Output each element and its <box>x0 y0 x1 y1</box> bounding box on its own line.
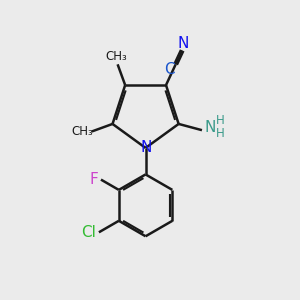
Text: CH₃: CH₃ <box>71 125 93 138</box>
Text: CH₃: CH₃ <box>105 50 127 63</box>
Text: H: H <box>216 127 225 140</box>
Text: C: C <box>164 62 175 77</box>
Text: H: H <box>216 114 225 127</box>
Text: N: N <box>140 140 152 155</box>
Text: N: N <box>177 36 189 51</box>
Text: F: F <box>89 172 98 187</box>
Text: N: N <box>205 120 216 135</box>
Text: Cl: Cl <box>81 225 96 240</box>
